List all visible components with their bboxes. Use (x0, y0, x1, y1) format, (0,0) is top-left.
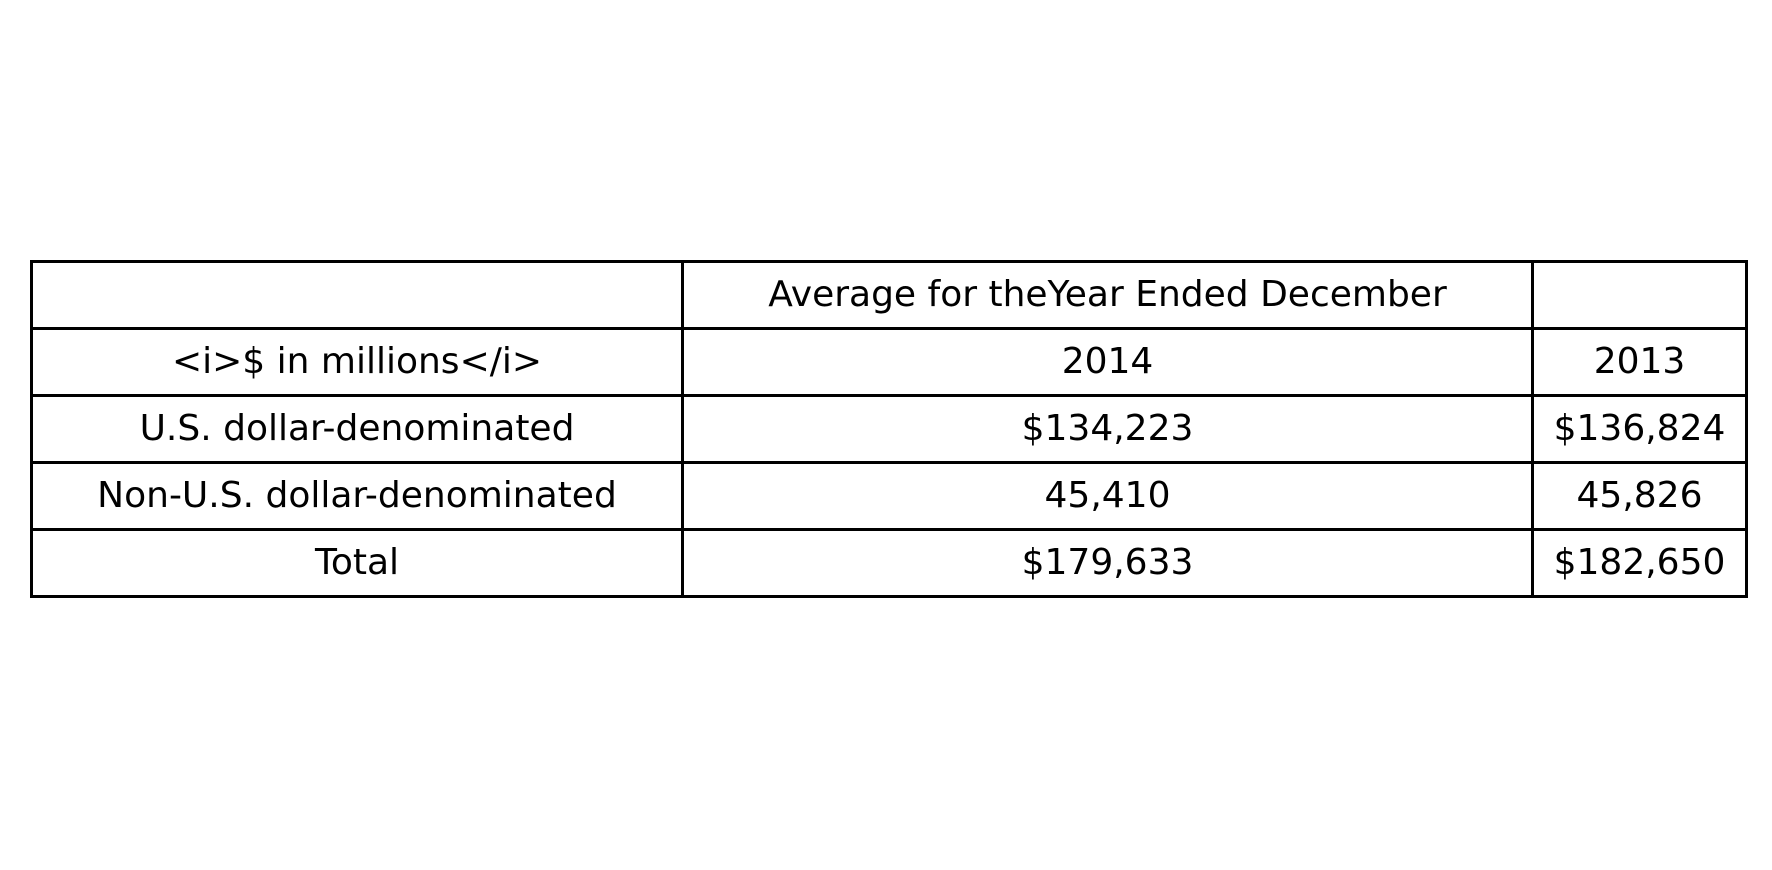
row-label: Non-U.S. dollar-denominated (30, 461, 684, 531)
cell-2013: $136,824 (1531, 394, 1748, 464)
cell-2014: $179,633 (681, 528, 1534, 598)
cell-2013: $182,650 (1531, 528, 1748, 598)
row-label: U.S. dollar-denominated (30, 394, 684, 464)
header-cell-period: Average for theYear Ended December (681, 260, 1534, 330)
column-header-2014: 2014 (681, 327, 1534, 397)
column-header-units: <i>$ in millions</i> (30, 327, 684, 397)
cell-2014: $134,223 (681, 394, 1534, 464)
header-row: Average for theYear Ended December (30, 260, 1748, 330)
total-row: Total $179,633 $182,650 (30, 528, 1748, 598)
column-header-row: <i>$ in millions</i> 2014 2013 (30, 327, 1748, 397)
cell-2014: 45,410 (681, 461, 1534, 531)
cell-2013: 45,826 (1531, 461, 1748, 531)
row-label: Total (30, 528, 684, 598)
data-table: Average for theYear Ended December <i>$ … (30, 260, 1748, 598)
table-row: Non-U.S. dollar-denominated 45,410 45,82… (30, 461, 1748, 531)
header-cell-empty-left (30, 260, 684, 330)
table-row: U.S. dollar-denominated $134,223 $136,82… (30, 394, 1748, 464)
column-header-2013: 2013 (1531, 327, 1748, 397)
header-cell-empty-right (1531, 260, 1748, 330)
